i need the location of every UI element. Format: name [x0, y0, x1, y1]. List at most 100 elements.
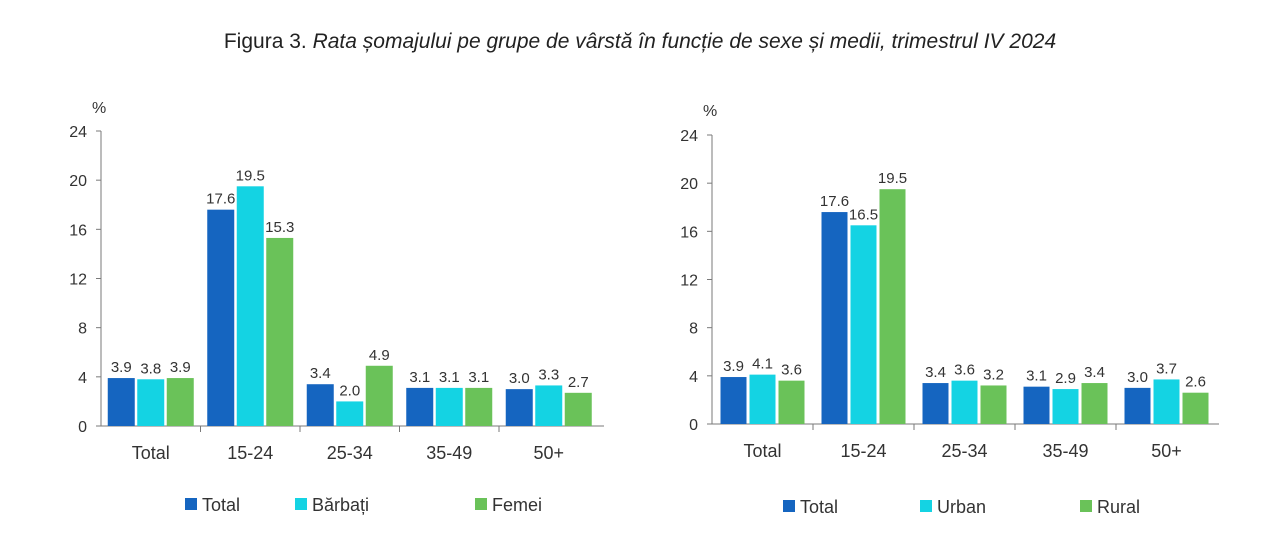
bar-15-24-Bărbați [236, 186, 264, 426]
legend-label: Total [800, 497, 838, 517]
y-tick-label: 16 [69, 222, 87, 239]
y-tick-label: 24 [69, 124, 87, 141]
y-axis-unit-label: % [703, 103, 717, 120]
legend-label: Urban [937, 497, 986, 517]
bar-50+-Total [505, 389, 533, 426]
y-tick-label: 20 [69, 173, 87, 190]
bar-35-49-Bărbați [435, 387, 463, 426]
legend-label: Femei [492, 495, 542, 515]
y-axis-unit-label: % [92, 100, 106, 117]
bar-35-49-Rural [1081, 383, 1108, 424]
x-category-label: 35-49 [1042, 441, 1088, 461]
x-category-label: 15-24 [840, 441, 886, 461]
data-label: 3.9 [170, 359, 191, 376]
x-category-label: 25-34 [327, 443, 373, 463]
bar-35-49-Total [406, 387, 434, 426]
data-label: 3.7 [1156, 360, 1177, 377]
bar-25-34-Bărbați [336, 401, 364, 426]
x-category-label: 50+ [1151, 441, 1182, 461]
x-category-label: 50+ [533, 443, 564, 463]
bar-25-34-Rural [980, 385, 1007, 424]
legend-swatch [920, 500, 932, 512]
legend-label: Total [202, 495, 240, 515]
data-label: 3.6 [781, 362, 802, 379]
y-tick-label: 12 [69, 272, 87, 289]
bar-35-49-Urban [1052, 389, 1079, 424]
data-label: 3.0 [509, 370, 530, 387]
bar-35-49-Femei [465, 387, 493, 426]
x-category-label: Total [132, 443, 170, 463]
data-label: 19.5 [878, 170, 907, 187]
bar-50+-Femei [564, 392, 592, 426]
data-label: 15.3 [265, 219, 294, 236]
data-label: 2.7 [568, 374, 589, 391]
data-label: 3.2 [983, 366, 1004, 383]
data-label: 4.1 [752, 356, 773, 373]
bar-50+-Total [1124, 387, 1151, 424]
legend-label: Rural [1097, 497, 1140, 517]
x-category-label: 15-24 [227, 443, 273, 463]
bar-Total-Total [720, 377, 747, 424]
legend-swatch [295, 498, 307, 510]
data-label: 3.1 [468, 369, 489, 386]
bar-25-34-Femei [365, 365, 393, 426]
bar-25-34-Urban [951, 380, 978, 424]
data-label: 3.9 [111, 359, 132, 376]
legend-swatch [783, 500, 795, 512]
data-label: 3.1 [409, 369, 430, 386]
y-tick-label: 12 [680, 273, 698, 290]
data-label: 16.5 [849, 206, 878, 223]
data-label: 3.1 [439, 369, 460, 386]
data-label: 3.4 [925, 364, 946, 381]
data-label: 2.9 [1055, 370, 1076, 387]
bar-15-24-Urban [850, 225, 877, 424]
bar-Total-Femei [166, 378, 194, 426]
data-label: 3.9 [723, 358, 744, 375]
bar-50+-Rural [1182, 392, 1209, 424]
bar-50+-Bărbați [535, 385, 563, 426]
legend-swatch [185, 498, 197, 510]
data-label: 3.1 [1026, 368, 1047, 385]
bar-Total-Total [107, 378, 135, 426]
y-tick-label: 24 [680, 128, 698, 145]
y-tick-label: 8 [78, 321, 87, 338]
y-tick-label: 8 [689, 321, 698, 338]
x-category-label: 35-49 [426, 443, 472, 463]
data-label: 19.5 [236, 167, 265, 184]
data-label: 3.4 [1084, 364, 1105, 381]
figure-caption: Rata șomajului pe grupe de vârstă în fun… [312, 30, 1057, 53]
bar-15-24-Femei [266, 237, 294, 426]
bar-Total-Bărbați [137, 379, 165, 426]
figure-title: Figura 3. Rata șomajului pe grupe de vâr… [0, 30, 1280, 54]
data-label: 17.6 [820, 193, 849, 210]
x-category-label: 25-34 [941, 441, 987, 461]
bar-35-49-Total [1023, 386, 1050, 424]
bar-25-34-Total [922, 383, 949, 424]
data-label: 2.6 [1185, 374, 1206, 391]
chart-by-area: 0 4 8 12 16 20 24% Total 3.9 4.1 3.6 15-24 17.616.5 1… [680, 103, 1219, 517]
x-category-label: Total [743, 441, 781, 461]
legend-swatch [1080, 500, 1092, 512]
legend-swatch [475, 498, 487, 510]
chart-by-sex: 0 4 8 12 16 20 24% Total 3.9 3.8 3.9 15-24 17.619.5 1… [69, 100, 604, 515]
bar-Total-Urban [749, 374, 776, 424]
y-tick-label: 16 [680, 224, 698, 241]
data-label: 3.0 [1127, 369, 1148, 386]
data-label: 2.0 [339, 382, 360, 399]
bar-50+-Urban [1153, 379, 1180, 424]
y-tick-label: 4 [78, 370, 87, 387]
data-label: 3.3 [538, 366, 559, 383]
bar-15-24-Total [821, 212, 848, 424]
y-tick-label: 4 [689, 369, 698, 386]
bar-15-24-Rural [879, 189, 906, 424]
figure-prefix: Figura 3. [223, 30, 313, 53]
data-label: 4.9 [369, 347, 390, 364]
data-label: 3.6 [954, 362, 975, 379]
data-label: 3.8 [140, 360, 161, 377]
bar-25-34-Total [306, 384, 334, 426]
bar-Total-Rural [778, 380, 805, 424]
bar-15-24-Total [207, 209, 235, 426]
y-tick-label: 0 [689, 417, 698, 434]
y-tick-label: 20 [680, 176, 698, 193]
